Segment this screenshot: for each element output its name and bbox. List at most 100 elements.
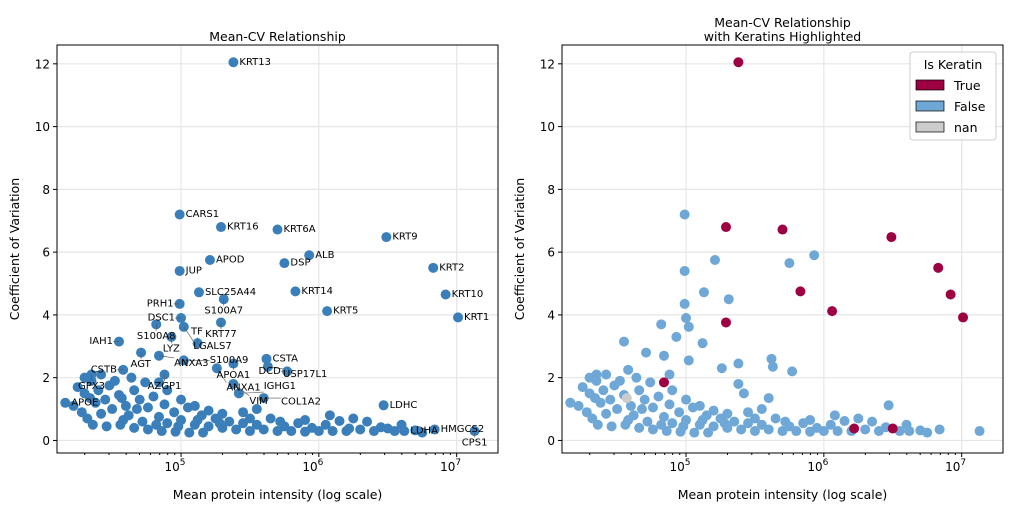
point-label: APOA1	[217, 370, 251, 381]
data-point	[623, 415, 634, 426]
data-point	[832, 426, 843, 437]
legend-swatch	[915, 100, 945, 112]
point-label: S100A9	[210, 355, 249, 366]
data-point	[151, 419, 162, 430]
data-point	[573, 400, 584, 411]
data-point	[733, 57, 744, 68]
data-point	[791, 426, 802, 437]
data-point	[72, 382, 83, 393]
data-point	[787, 366, 798, 377]
y-tick-label: 10	[540, 120, 555, 134]
data-point	[639, 394, 650, 405]
point-label: KRT1	[464, 312, 489, 323]
data-point	[667, 418, 678, 429]
data-point	[162, 385, 173, 396]
data-point	[827, 306, 838, 317]
data-point	[192, 415, 203, 426]
data-point	[694, 400, 705, 411]
data-point	[193, 287, 204, 298]
data-point	[162, 418, 173, 429]
data-point	[945, 289, 956, 300]
point-label: DSP	[290, 258, 310, 269]
data-point	[344, 423, 355, 434]
data-point	[678, 421, 689, 432]
data-point	[922, 427, 933, 438]
data-point	[606, 421, 617, 432]
data-point	[818, 426, 829, 437]
data-point	[598, 385, 609, 396]
x-tick-label: 107	[945, 458, 966, 474]
legend-title: Is Keratin	[924, 57, 983, 72]
data-point	[720, 222, 731, 233]
data-point	[763, 424, 774, 435]
point-label: AGT	[131, 359, 152, 370]
data-point	[697, 415, 708, 426]
data-point	[749, 413, 760, 424]
point-label: KRT6A	[284, 224, 316, 235]
label-leader-line	[183, 326, 194, 342]
data-point	[683, 321, 694, 332]
point-label: KRT5	[333, 306, 358, 317]
data-point	[634, 385, 645, 396]
data-point	[767, 361, 778, 372]
point-label: DCD	[258, 366, 281, 377]
data-point	[733, 358, 744, 369]
data-point	[683, 355, 694, 366]
x-tick-label: 106	[807, 458, 828, 474]
data-point	[658, 350, 669, 361]
data-point	[645, 377, 656, 388]
data-point	[849, 423, 860, 434]
data-point	[681, 313, 692, 324]
data-point	[174, 209, 185, 220]
data-point	[244, 426, 255, 437]
y-tick-label: 12	[35, 57, 50, 71]
label-leader-line	[233, 383, 250, 397]
data-point	[258, 424, 269, 435]
data-point	[738, 388, 749, 399]
point-label: COL1A2	[281, 397, 321, 408]
point-label: IAH1	[89, 336, 113, 347]
scatter-points	[565, 57, 985, 438]
data-point	[679, 265, 690, 276]
x-tick-label: 106	[302, 458, 323, 474]
point-label: LGALS7	[193, 341, 231, 352]
point-label: DSC1	[148, 313, 175, 324]
data-point	[300, 415, 311, 426]
point-label: LYZ	[163, 343, 180, 354]
data-point	[636, 404, 647, 415]
point-label: KRT14	[301, 286, 333, 297]
label-leaders	[91, 299, 475, 438]
legend: Is Keratin True False nan	[909, 51, 997, 141]
data-point	[169, 407, 180, 418]
point-label: APOE	[71, 397, 98, 408]
data-point	[825, 419, 836, 430]
point-label: KRT13	[239, 57, 271, 68]
data-point	[140, 377, 151, 388]
data-point	[674, 407, 685, 418]
data-point	[60, 397, 71, 408]
data-point	[109, 375, 120, 386]
data-point	[904, 426, 915, 437]
data-point	[709, 254, 720, 265]
data-point	[656, 419, 667, 430]
x-axis-label: Mean protein intensity (log scale)	[678, 487, 888, 502]
data-point	[153, 411, 164, 422]
data-point	[623, 364, 634, 375]
data-point	[656, 319, 667, 330]
data-point	[261, 353, 272, 364]
point-label: CSTA	[272, 353, 298, 364]
data-point	[679, 298, 690, 309]
data-point	[763, 393, 774, 404]
data-point	[348, 413, 359, 424]
data-point	[958, 312, 969, 323]
data-point	[664, 399, 675, 410]
data-point	[933, 262, 944, 273]
data-point	[101, 421, 112, 432]
data-point	[642, 416, 653, 427]
legend-swatch	[915, 121, 945, 133]
point-label: KRT2	[439, 262, 464, 273]
y-tick-label: 8	[42, 183, 50, 197]
legend-label: False	[954, 99, 986, 114]
label-leader-line	[158, 355, 175, 359]
